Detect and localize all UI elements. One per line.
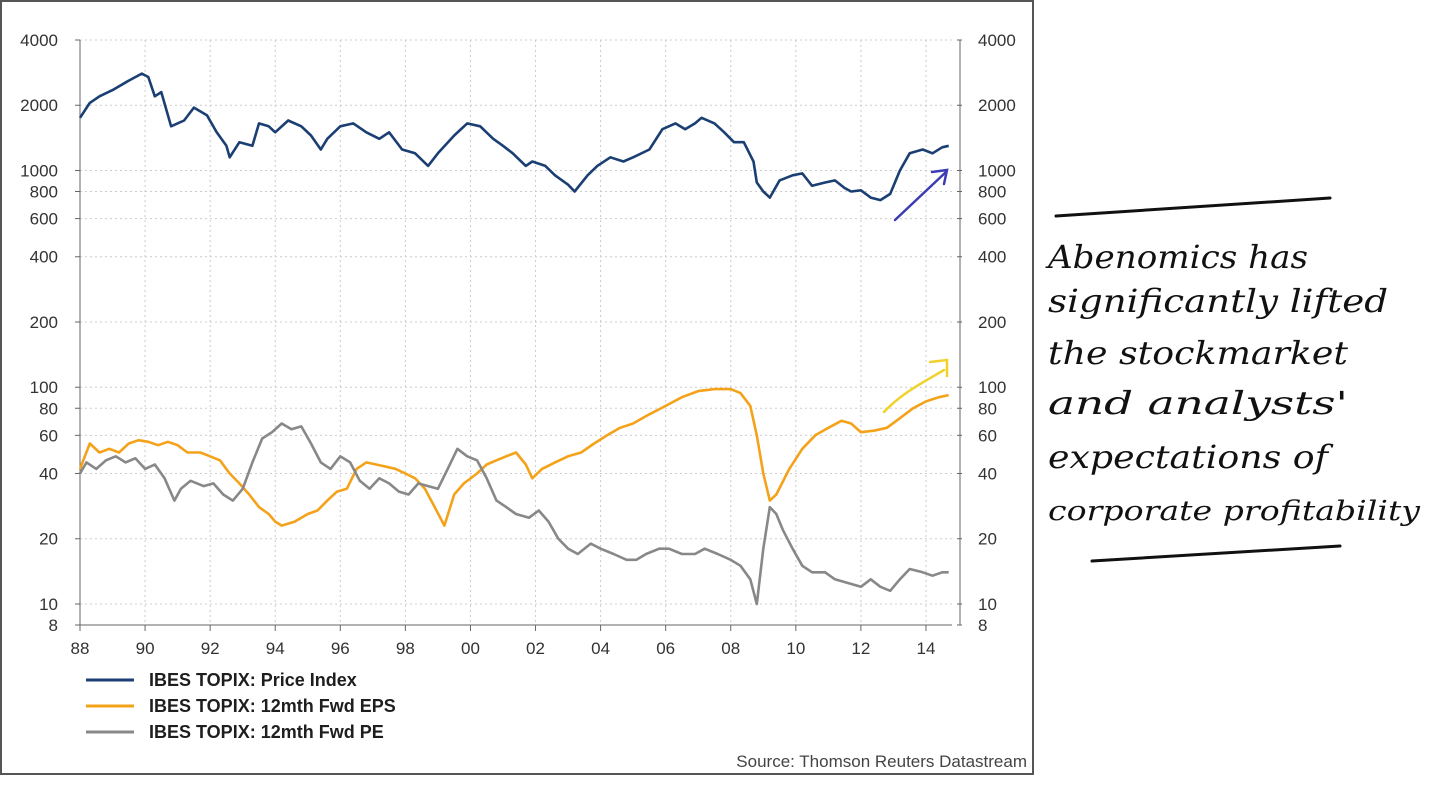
x-tick-label: 90	[136, 639, 155, 658]
handwritten-annotation: Abenomics has significantly lifted the sto…	[1045, 196, 1421, 563]
legend-label-0: IBES TOPIX: Price Index	[149, 670, 357, 690]
y-tick-label-right: 20	[978, 530, 997, 549]
legend-label-1: IBES TOPIX: 12mth Fwd EPS	[149, 696, 396, 716]
note-bottom-rule	[1090, 544, 1342, 563]
x-tick-label: 04	[591, 639, 610, 658]
x-tick-label: 98	[396, 639, 415, 658]
y-tick-label-right: 800	[978, 183, 1006, 202]
y-tick-label-right: 1000	[978, 161, 1016, 180]
y-tick-label-right: 60	[978, 426, 997, 445]
x-tick-label: 88	[71, 639, 90, 658]
y-tick-label-left: 100	[30, 378, 58, 397]
y-tick-label-left: 40	[39, 464, 58, 483]
x-tick-label: 08	[721, 639, 740, 658]
note-line-1: Abenomics has	[1045, 238, 1308, 276]
y-tick-label-left: 1000	[20, 161, 58, 180]
x-tick-label: 02	[526, 639, 545, 658]
note-line-5: expectations of	[1048, 438, 1334, 476]
chart-frame: 4000 4000 2000 2000 1000 1000 800 800 600 600 400 4…	[0, 0, 1034, 775]
y-tick-label-right: 400	[978, 248, 1006, 267]
y-tick-label-left: 200	[30, 313, 58, 332]
y-tick-label-right: 100	[978, 378, 1006, 397]
chart-annotations	[882, 168, 949, 414]
legend-label-2: IBES TOPIX: 12mth Fwd PE	[149, 722, 384, 742]
x-tick-label: 92	[201, 639, 220, 658]
series-line-1	[78, 387, 949, 527]
yellow-arrow	[882, 358, 949, 414]
note-line-6: corporate profitability	[1048, 496, 1421, 527]
y-tick-label-left: 8	[49, 616, 58, 635]
note-line-4: and analysts'	[1048, 384, 1348, 422]
y-tick-label-left: 4000	[20, 31, 58, 50]
series-lines	[78, 72, 949, 606]
y-tick-label-right: 10	[978, 595, 997, 614]
y-tick-label-left: 80	[39, 399, 58, 418]
blue-arrow	[893, 168, 949, 222]
y-tick-label-left: 60	[39, 426, 58, 445]
x-tick-label: 96	[331, 639, 350, 658]
y-tick-label-left: 10	[39, 595, 58, 614]
legend: IBES TOPIX: Price Index IBES TOPIX: 12mth…	[86, 670, 396, 742]
x-tick-label: 94	[266, 639, 285, 658]
x-tick-label: 10	[786, 639, 805, 658]
series-line-0	[78, 72, 949, 202]
y-tick-label-right: 40	[978, 464, 997, 483]
x-tick-label: 14	[917, 639, 936, 658]
y-tick-label-right: 2000	[978, 96, 1016, 115]
series-line-2	[78, 422, 949, 606]
note-top-rule	[1054, 196, 1332, 218]
y-tick-label-right: 200	[978, 313, 1006, 332]
y-tick-label-right: 4000	[978, 31, 1016, 50]
note-line-2: significantly lifted	[1048, 282, 1388, 320]
y-tick-label-left: 800	[30, 183, 58, 202]
y-tick-label-left: 600	[30, 210, 58, 229]
y-tick-label-left: 2000	[20, 96, 58, 115]
x-tick-label: 06	[656, 639, 675, 658]
source-label: Source: Thomson Reuters Datastream	[736, 752, 1027, 771]
note-line-3: the stockmarket	[1048, 334, 1348, 372]
y-tick-label-right: 600	[978, 210, 1006, 229]
x-tick-label: 00	[461, 639, 480, 658]
x-tick-label: 12	[851, 639, 870, 658]
y-tick-label-left: 400	[30, 248, 58, 267]
y-tick-label-right: 8	[978, 616, 987, 635]
y-tick-label-right: 80	[978, 399, 997, 418]
y-tick-label-left: 20	[39, 530, 58, 549]
